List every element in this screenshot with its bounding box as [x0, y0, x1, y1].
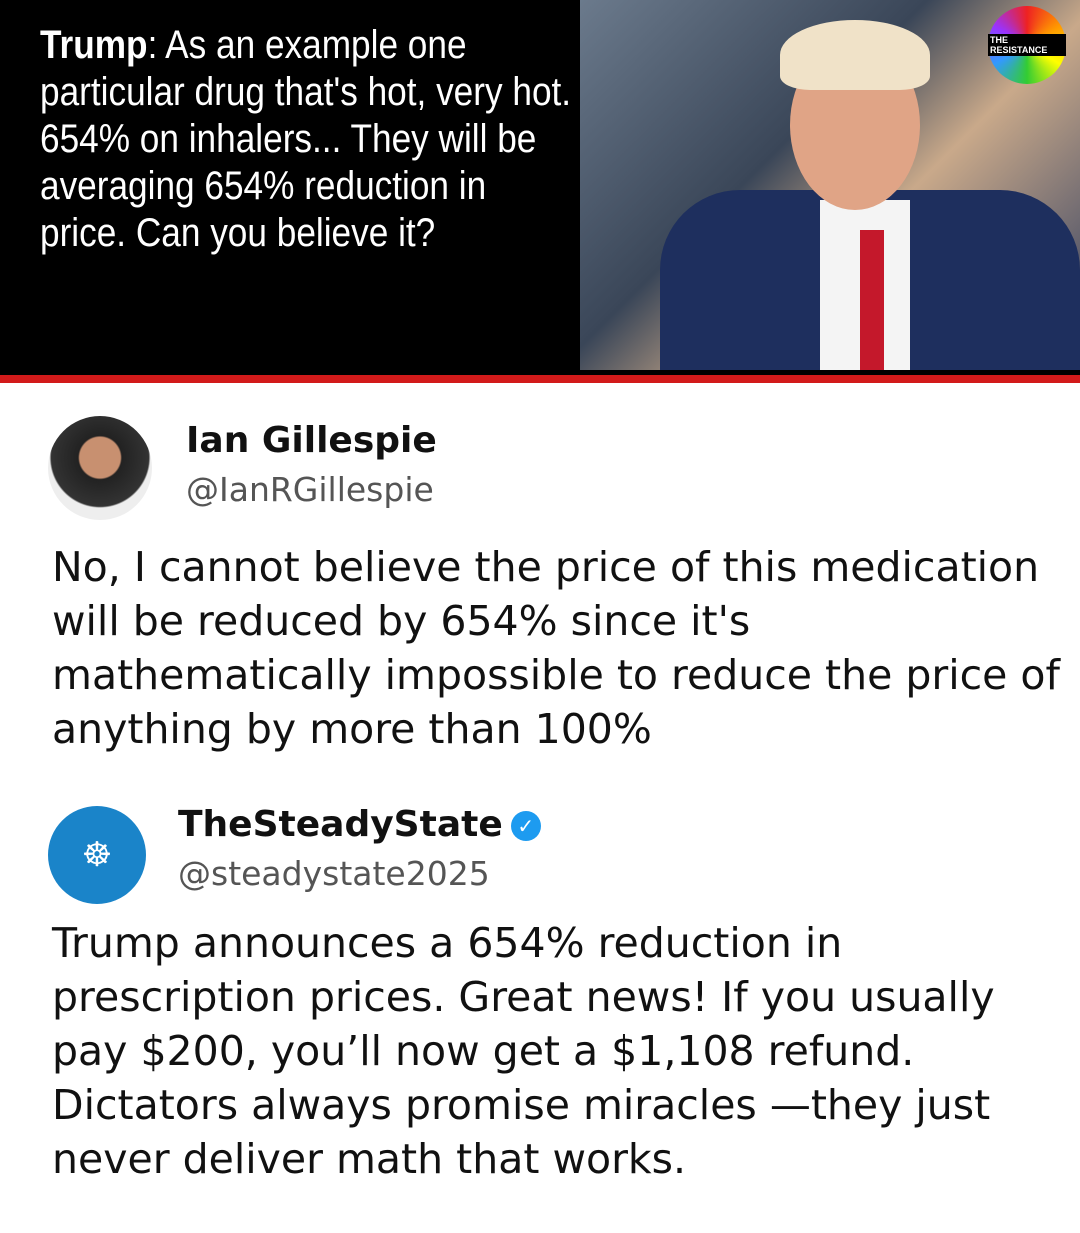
post-author-handle[interactable]: @IanRGillespie [186, 470, 434, 509]
quote-text: : As an example one particular drug that… [40, 23, 572, 255]
post-author-name[interactable]: Ian Gillespie [186, 420, 437, 461]
speaker-name: Trump [40, 23, 148, 67]
post-text: Trump announces a 654% reduction in pres… [52, 919, 995, 1183]
divider [0, 375, 1080, 383]
video-banner: Trump: As an example one particular drug… [0, 0, 1080, 378]
avatar[interactable]: ☸ [48, 806, 146, 904]
post-author-name[interactable]: TheSteadyState ✓ [178, 804, 541, 845]
resistance-logo: THE RESISTANCE [988, 6, 1066, 84]
quote-caption: Trump: As an example one particular drug… [40, 22, 577, 257]
verified-badge-icon: ✓ [510, 811, 541, 841]
post-author-handle[interactable]: @steadystate2025 [178, 854, 490, 893]
avatar[interactable] [48, 416, 152, 520]
post-text: No, I cannot believe the price of this m… [52, 543, 1060, 753]
speaker-photo [580, 0, 1080, 370]
